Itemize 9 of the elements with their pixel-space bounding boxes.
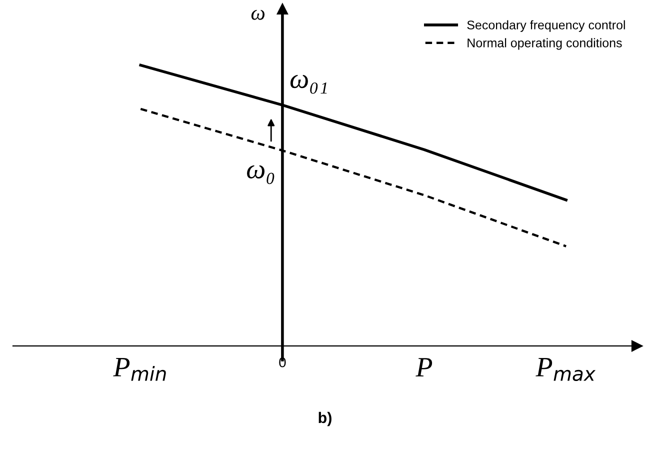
y-axis-title: ω: [251, 10, 265, 20]
x-tick-label: P$_{max}$: [536, 358, 596, 382]
legend-label: Normal operating conditions: [468, 38, 622, 50]
annotation: ω₀₁: [290, 74, 327, 94]
legend-label: Secondary frequency control: [467, 20, 625, 32]
x-tick-label: P: [416, 358, 432, 376]
annotation: ω₀: [247, 165, 274, 184]
x-tick-label: P$_{min}$: [113, 358, 166, 381]
text: b): [318, 412, 332, 426]
